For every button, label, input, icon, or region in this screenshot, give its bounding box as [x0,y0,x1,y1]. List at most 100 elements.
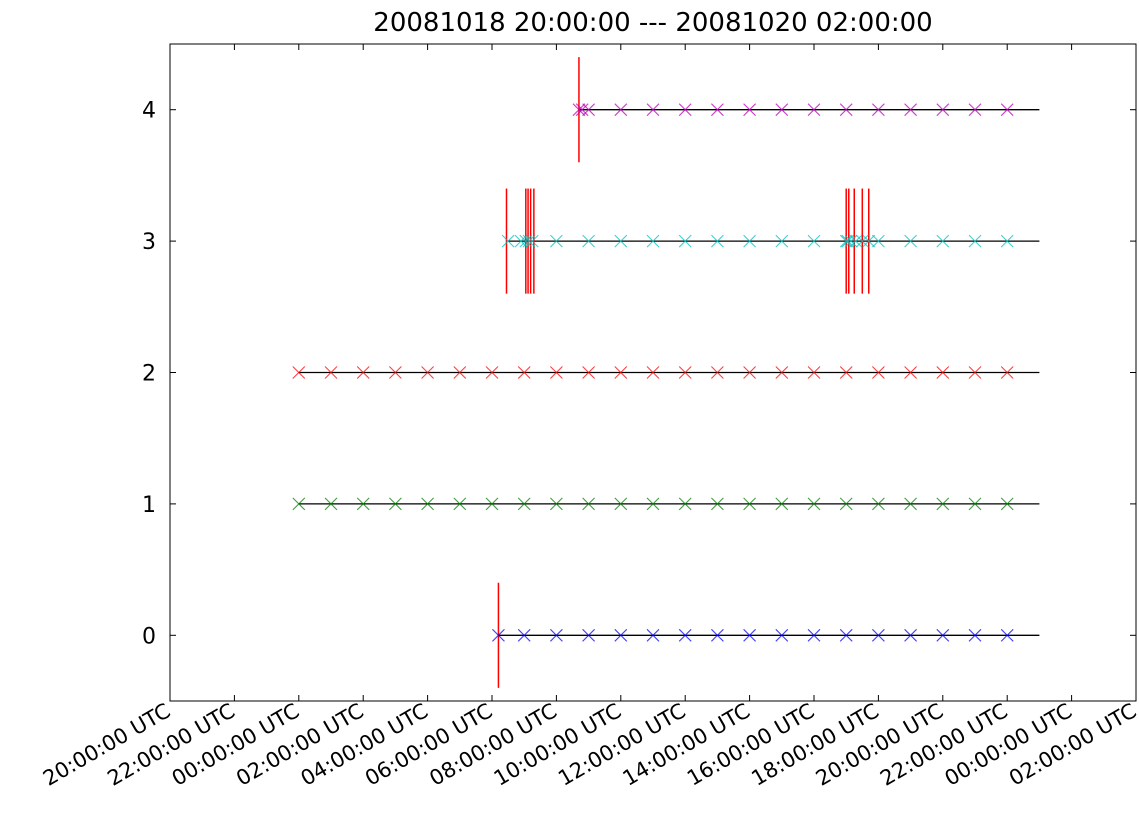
series-0-point [904,628,917,642]
series-3-point [1000,234,1014,248]
marker-stroke [525,234,539,248]
series-1-point [807,497,821,511]
marker-stroke [743,234,756,248]
series-0-point [582,628,595,642]
y-tick-label: 1 [142,493,156,518]
series-4-point [614,103,628,117]
marker-stroke [453,366,467,379]
series-0-point [872,628,885,642]
series-4-point [678,103,692,117]
marker-stroke [904,366,917,379]
marker-stroke [936,628,950,642]
series-3-point [936,234,950,248]
series-2-point [872,366,885,379]
marker-stroke [582,366,595,379]
marker-stroke [389,497,402,511]
series-3-point [855,234,869,248]
marker-stroke [844,234,858,248]
marker-stroke [519,234,533,248]
series-1-point [678,497,692,511]
marker-stroke [839,628,853,642]
series-3-point [678,234,692,248]
series-3-point [968,234,982,248]
series-2-point [711,366,724,379]
marker-stroke [421,497,434,511]
marker-stroke [324,366,338,379]
marker-stroke [614,628,628,642]
series-3-point [550,234,563,248]
marker-stroke [775,366,789,379]
series-2-point [453,366,467,379]
series-1-point [743,497,756,511]
series-1-point [711,497,724,511]
series-2-point [678,366,692,379]
series-4-point [575,103,589,117]
series-1-point [582,497,595,511]
series-2-point [421,366,434,379]
marker-stroke [646,103,660,117]
series-3-point [849,234,863,248]
series-3-point [839,234,853,248]
marker-stroke [904,497,917,511]
marker-stroke [646,366,660,379]
series-0-point [550,628,563,642]
marker-stroke [775,497,789,511]
marker-stroke [582,234,595,248]
series-4-point [572,103,586,117]
marker-stroke [582,497,595,511]
series-lines-layer [298,109,1040,636]
marker-stroke [936,497,950,511]
marker-stroke [614,234,628,248]
series-2-point [356,366,370,379]
marker-stroke [904,103,917,117]
series-4-point [839,103,853,117]
marker-stroke [614,497,628,511]
marker-stroke [743,366,756,379]
series-1-point [292,497,306,511]
series-2-point [968,366,982,379]
marker-stroke [904,234,917,248]
marker-stroke [1000,628,1014,642]
series-1-point [936,497,950,511]
marker-stroke [550,497,563,511]
marker-stroke [807,628,821,642]
marker-stroke [582,103,595,117]
y-tick-label: 2 [142,362,156,387]
marker-stroke [807,497,821,511]
marker-stroke [807,234,821,248]
series-1-point [389,497,402,511]
series-1-point [775,497,789,511]
marker-stroke [356,366,370,379]
marker-stroke [324,497,338,511]
marker-stroke [356,497,370,511]
series-4-point [807,103,821,117]
marker-stroke [872,103,885,117]
series-0-point [492,628,505,642]
marker-stroke [743,628,756,642]
marker-stroke [1000,234,1014,248]
series-2-point [1000,366,1014,379]
marker-stroke [550,628,563,642]
marker-stroke [936,366,950,379]
series-3-point [872,234,885,248]
series-2-point [292,366,306,379]
series-2-point [936,366,950,379]
series-3-point [904,234,917,248]
series-2-point [485,366,499,379]
series-3-point [711,234,724,248]
marker-stroke [839,497,853,511]
series-4-point [904,103,917,117]
series-3-point [582,234,595,248]
marker-stroke [839,366,853,379]
marker-stroke [646,234,660,248]
marker-stroke [711,497,724,511]
marker-stroke [711,366,724,379]
series-0-point [646,628,660,642]
series-1-point [839,497,853,511]
y-axis-labels: 0 1 2 3 4 [142,99,156,650]
marker-stroke [292,366,306,379]
series-2-point [324,366,338,379]
marker-stroke [550,366,563,379]
y-tick-label: 0 [142,624,156,649]
